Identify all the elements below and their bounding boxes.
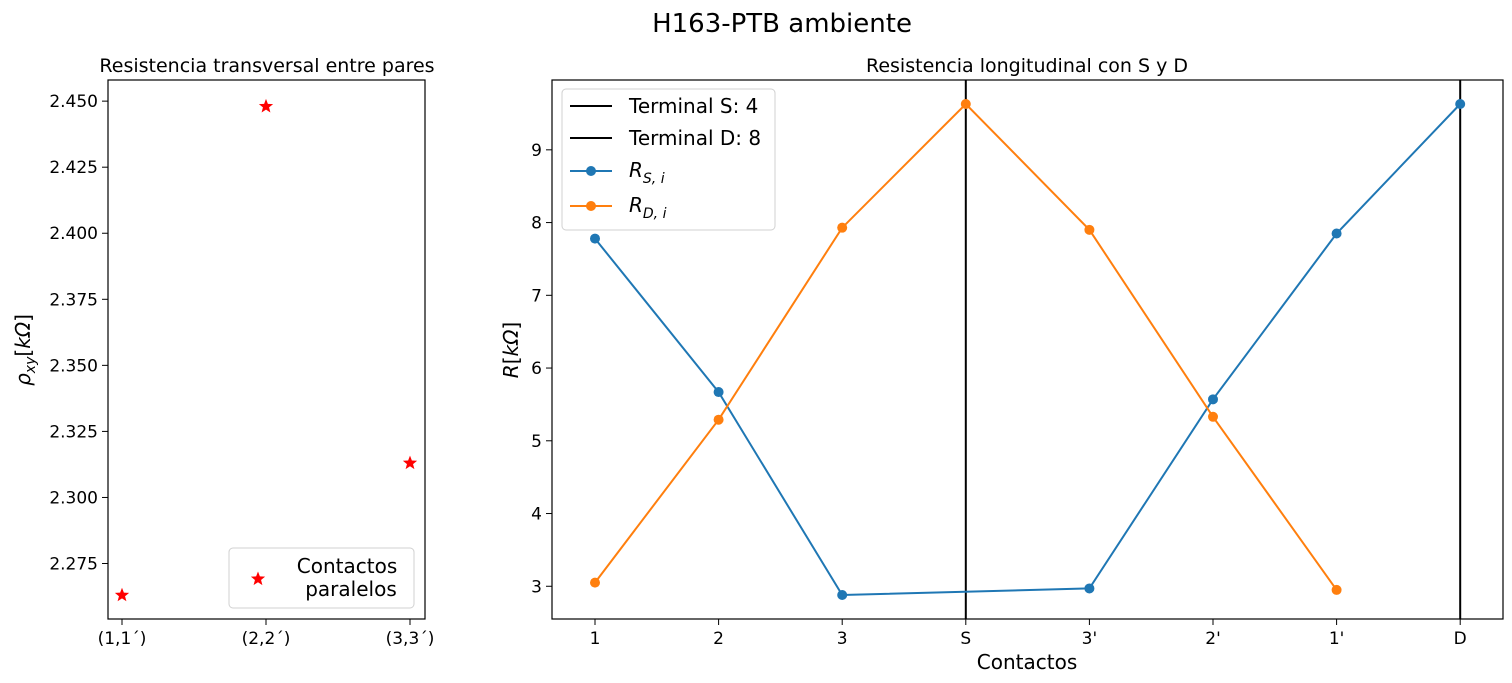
- figure-suptitle: H163-PTB ambiente: [652, 9, 912, 39]
- left-y-tick-label: 2.425: [49, 158, 98, 178]
- left-x-tick-label: (1,1´): [98, 629, 147, 649]
- scatter-star-point: [114, 587, 130, 602]
- series-point: [713, 387, 724, 398]
- left-x-tick-label: (2,2´): [242, 629, 291, 649]
- right-x-tick-label: S: [960, 629, 971, 649]
- scatter-star-point: [402, 455, 418, 470]
- right-x-tick-label: 2: [713, 629, 724, 649]
- right-x-tick-label: 1': [1329, 629, 1345, 649]
- right-legend: Terminal S: 4 Terminal D: 8 RS, i RD, i: [561, 88, 776, 231]
- left-axes-frame: [107, 79, 426, 620]
- left-subplot: Resistencia transversal entre pares ρxy[…: [11, 55, 435, 649]
- right-y-tick-label: 9: [531, 141, 542, 161]
- left-legend: Contactos paralelos: [228, 547, 415, 609]
- legend-rs-marker: [586, 166, 596, 176]
- left-chart-title: Resistencia transversal entre pares: [99, 55, 434, 77]
- legend-terminal-d-label: Terminal D: 8: [628, 126, 761, 150]
- left-y-tick-label: 2.400: [49, 224, 98, 244]
- right-y-tick-label: 7: [531, 286, 542, 306]
- series-point: [1455, 99, 1466, 110]
- right-subplot: Resistencia longitudinal con S y D R[kΩ]…: [499, 55, 1504, 674]
- series-point: [590, 233, 600, 244]
- series-point: [837, 222, 848, 233]
- series-point: [1331, 584, 1342, 595]
- left-y-tick-label: 2.350: [49, 356, 98, 376]
- right-y-tick-label: 4: [531, 505, 542, 525]
- right-x-tick-label: D: [1454, 629, 1467, 649]
- series-point: [713, 414, 724, 425]
- legend-rd-marker: [586, 201, 596, 211]
- right-y-tick-label: 6: [531, 359, 542, 379]
- right-x-tick-label: 3: [837, 629, 848, 649]
- right-chart-title: Resistencia longitudinal con S y D: [866, 55, 1188, 77]
- right-x-tick-label: 1: [590, 629, 601, 649]
- left-y-tick-label: 2.275: [49, 555, 98, 575]
- right-x-tick-label: 3': [1082, 629, 1098, 649]
- left-y-axis-label: ρxy[kΩ]: [11, 314, 39, 386]
- legend-terminal-s-label: Terminal S: 4: [628, 94, 758, 118]
- series-point: [1084, 583, 1095, 594]
- series-point: [837, 589, 848, 600]
- right-y-tick-label: 5: [531, 432, 542, 452]
- series-point: [960, 99, 971, 110]
- right-x-axis-label: Contactos: [977, 650, 1077, 674]
- left-y-tick-label: 2.375: [49, 290, 98, 310]
- right-axes-frame: [551, 79, 1504, 620]
- right-x-tick-label: 2': [1205, 629, 1221, 649]
- left-x-tick-label: (3,3´): [386, 629, 435, 649]
- legend-contactos-line1: Contactos: [297, 554, 397, 578]
- left-y-tick-label: 2.325: [49, 422, 98, 442]
- legend-star-marker: [250, 571, 266, 586]
- series-point: [1208, 411, 1218, 422]
- left-y-tick-label: 2.300: [49, 488, 98, 508]
- right-y-axis-label: R[kΩ]: [499, 322, 523, 378]
- right-y-tick-label: 8: [531, 214, 542, 234]
- series-point: [1331, 228, 1342, 239]
- scatter-star-point: [258, 98, 274, 113]
- left-y-tick-label: 2.450: [49, 92, 98, 112]
- series-point: [590, 577, 600, 588]
- right-y-tick-label: 3: [531, 577, 542, 597]
- series-point: [1084, 224, 1095, 235]
- legend-contactos-line2: paralelos: [305, 577, 397, 601]
- series-point: [1208, 394, 1218, 405]
